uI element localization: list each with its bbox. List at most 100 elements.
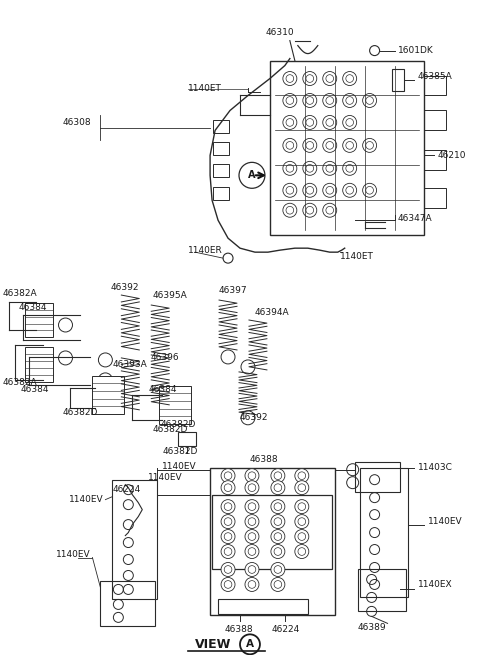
Text: 46389: 46389	[358, 623, 386, 632]
Bar	[24, 302, 52, 337]
Text: 46224: 46224	[112, 485, 141, 494]
Text: 1140EV: 1140EV	[148, 473, 183, 482]
Bar	[178, 432, 196, 445]
Circle shape	[271, 529, 285, 544]
Circle shape	[283, 161, 297, 175]
Circle shape	[323, 72, 336, 85]
Text: 46382A: 46382A	[3, 379, 37, 388]
Bar	[392, 68, 404, 91]
Circle shape	[221, 481, 235, 495]
Circle shape	[323, 94, 336, 108]
Circle shape	[363, 183, 377, 197]
Text: A: A	[248, 171, 256, 180]
Circle shape	[303, 203, 317, 217]
Text: 46397: 46397	[218, 285, 247, 295]
Text: 1140ET: 1140ET	[188, 84, 222, 93]
Text: 46394A: 46394A	[255, 308, 289, 317]
Bar	[213, 142, 229, 155]
Circle shape	[271, 500, 285, 514]
Text: VIEW: VIEW	[195, 638, 231, 651]
Text: 1140EX: 1140EX	[418, 580, 452, 589]
Text: 46396: 46396	[150, 354, 179, 362]
Text: 46392: 46392	[110, 283, 139, 291]
Circle shape	[283, 94, 297, 108]
Bar	[24, 348, 52, 382]
Circle shape	[303, 94, 317, 108]
Circle shape	[283, 138, 297, 152]
Text: 46308: 46308	[62, 118, 91, 127]
Circle shape	[221, 514, 235, 529]
Text: 46388: 46388	[250, 455, 278, 464]
Text: 1140EV: 1140EV	[428, 517, 462, 526]
Text: 46384: 46384	[19, 302, 47, 312]
Text: 46382D: 46382D	[62, 408, 98, 417]
Circle shape	[221, 529, 235, 544]
Bar	[159, 386, 191, 424]
Circle shape	[295, 544, 309, 558]
Bar	[210, 468, 335, 615]
Circle shape	[221, 544, 235, 558]
Text: 11403C: 11403C	[418, 463, 452, 472]
Circle shape	[303, 161, 317, 175]
Bar	[112, 480, 157, 600]
Text: 46393A: 46393A	[112, 360, 147, 369]
Circle shape	[295, 468, 309, 483]
Circle shape	[363, 138, 377, 152]
Circle shape	[245, 544, 259, 558]
Bar	[100, 581, 155, 626]
Circle shape	[323, 203, 336, 217]
Circle shape	[221, 562, 235, 577]
Text: 1140ER: 1140ER	[188, 245, 223, 255]
Text: 46382A: 46382A	[3, 289, 37, 298]
Circle shape	[245, 481, 259, 495]
Bar	[360, 468, 408, 598]
Text: 46382D: 46382D	[152, 425, 188, 434]
Text: 1140EV: 1140EV	[56, 550, 90, 559]
Circle shape	[295, 529, 309, 544]
Circle shape	[343, 183, 357, 197]
Circle shape	[283, 203, 297, 217]
Bar	[424, 110, 446, 131]
Circle shape	[245, 529, 259, 544]
Text: 46224: 46224	[272, 625, 300, 634]
Circle shape	[343, 94, 357, 108]
Bar	[424, 188, 446, 208]
Bar	[93, 376, 124, 414]
Text: 46395A: 46395A	[152, 291, 187, 300]
Text: 46384: 46384	[21, 385, 49, 394]
Text: 46347A: 46347A	[397, 214, 432, 223]
Text: 1140EV: 1140EV	[69, 495, 103, 504]
Bar	[218, 600, 308, 615]
Circle shape	[303, 72, 317, 85]
Circle shape	[283, 115, 297, 129]
Text: 46385A: 46385A	[418, 72, 452, 81]
Text: 1140EV: 1140EV	[162, 462, 197, 471]
Circle shape	[295, 481, 309, 495]
Circle shape	[245, 577, 259, 592]
Circle shape	[343, 115, 357, 129]
Circle shape	[271, 514, 285, 529]
Text: 46388: 46388	[225, 625, 253, 634]
Circle shape	[283, 72, 297, 85]
Circle shape	[295, 514, 309, 529]
Circle shape	[363, 94, 377, 108]
Text: 46384: 46384	[148, 385, 177, 394]
Circle shape	[343, 161, 357, 175]
Circle shape	[245, 500, 259, 514]
Circle shape	[245, 514, 259, 529]
Bar	[270, 60, 424, 236]
Text: 1601DK: 1601DK	[397, 46, 433, 55]
Circle shape	[271, 562, 285, 577]
Bar	[424, 75, 446, 96]
Bar	[213, 188, 229, 200]
Text: 46310: 46310	[265, 28, 294, 37]
Bar	[213, 165, 229, 177]
Text: A: A	[246, 640, 254, 649]
Circle shape	[303, 115, 317, 129]
Circle shape	[221, 468, 235, 483]
Text: 46210: 46210	[437, 151, 466, 160]
Text: 1140ET: 1140ET	[340, 252, 373, 260]
Circle shape	[343, 72, 357, 85]
Circle shape	[323, 138, 336, 152]
Circle shape	[295, 500, 309, 514]
